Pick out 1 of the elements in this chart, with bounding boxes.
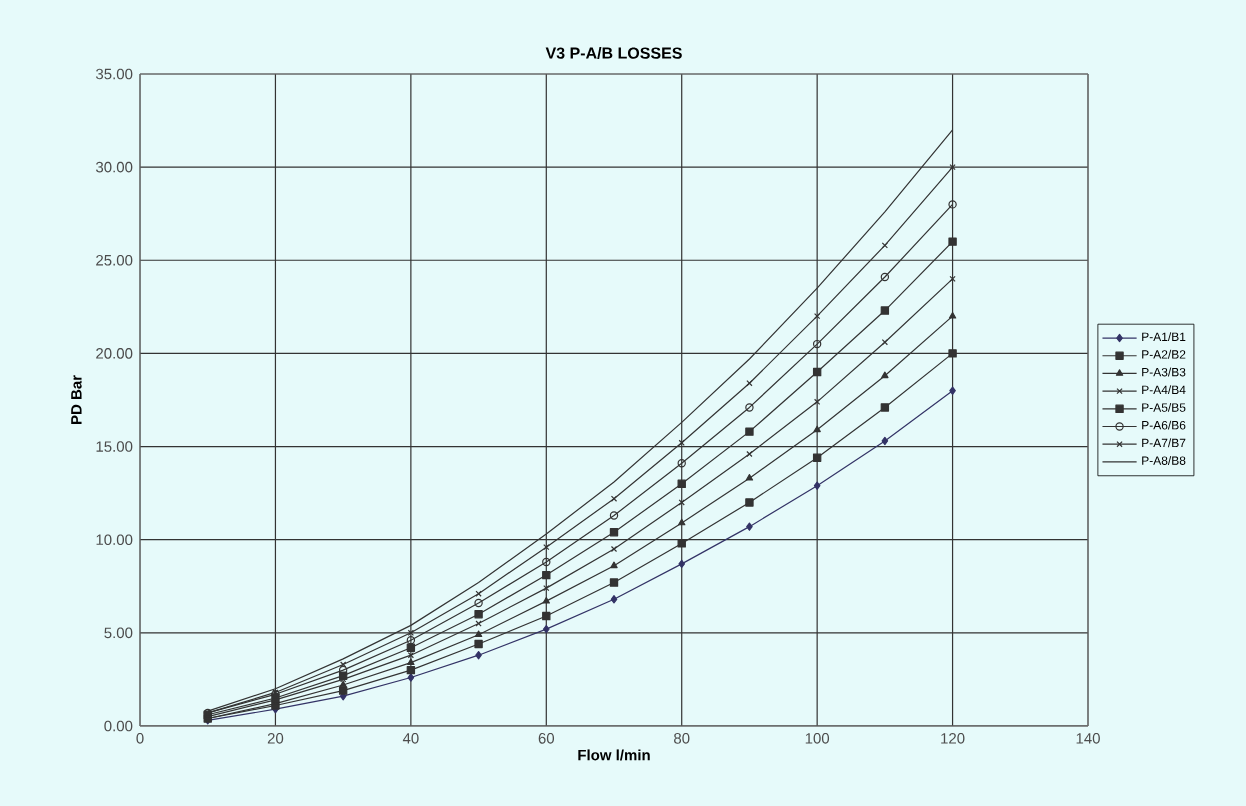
chart-title: V3 P-A/B LOSSES [545,46,682,59]
